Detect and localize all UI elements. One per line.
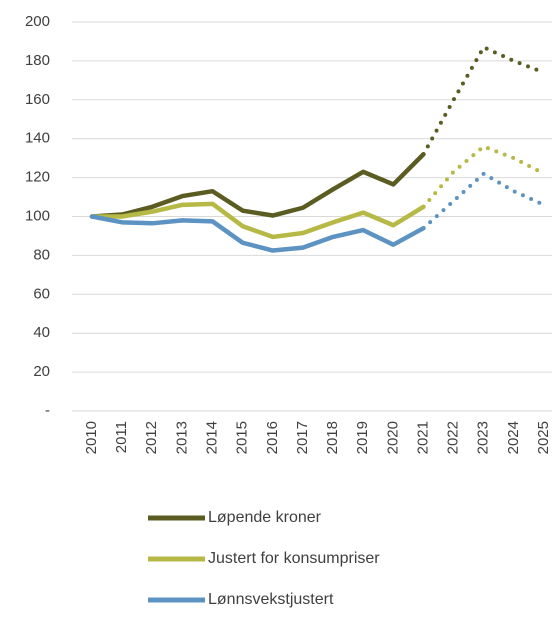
legend-label: Lønnsvekstjustert — [208, 591, 334, 608]
y-tick-label: 80 — [33, 246, 50, 263]
x-tick-label: 2011 — [113, 421, 130, 453]
projection-line — [421, 171, 546, 231]
y-tick-label: 200 — [25, 13, 50, 30]
y-tick-label: 180 — [25, 52, 50, 69]
x-tick-label: 2021 — [414, 421, 431, 454]
x-tick-label: 2018 — [324, 421, 341, 454]
x-tick-label: 2010 — [83, 421, 100, 454]
legend-label: Løpende kroner — [208, 509, 322, 526]
x-tick-label: 2023 — [475, 421, 492, 454]
x-tick-label: 2015 — [234, 421, 251, 454]
projection-line — [421, 144, 546, 209]
series-line — [89, 201, 426, 240]
x-tick-label: 2014 — [204, 421, 221, 454]
x-tick-label: 2013 — [173, 421, 190, 454]
series-line — [89, 152, 426, 219]
x-tick-label: 2019 — [354, 421, 371, 454]
x-tick-label: 2016 — [264, 421, 281, 454]
legend-label: Justert for konsumpriser — [208, 550, 380, 567]
y-tick-label: 60 — [33, 285, 50, 302]
x-tick-label: 2017 — [294, 421, 311, 454]
y-tick-label: 100 — [25, 207, 50, 224]
y-tick-label: 40 — [33, 324, 50, 341]
x-tick-label: 2020 — [384, 421, 401, 454]
x-tick-label: 2024 — [505, 421, 522, 454]
series-line — [89, 214, 426, 253]
y-tick-label: - — [45, 402, 50, 419]
y-tick-label: 140 — [25, 130, 50, 147]
y-tick-label: 20 — [33, 363, 50, 380]
y-tick-label: 120 — [25, 169, 50, 186]
x-tick-label: 2012 — [143, 421, 160, 454]
y-tick-label: 160 — [25, 91, 50, 108]
x-tick-label: 2025 — [535, 421, 552, 454]
x-tick-label: 2022 — [445, 421, 462, 454]
